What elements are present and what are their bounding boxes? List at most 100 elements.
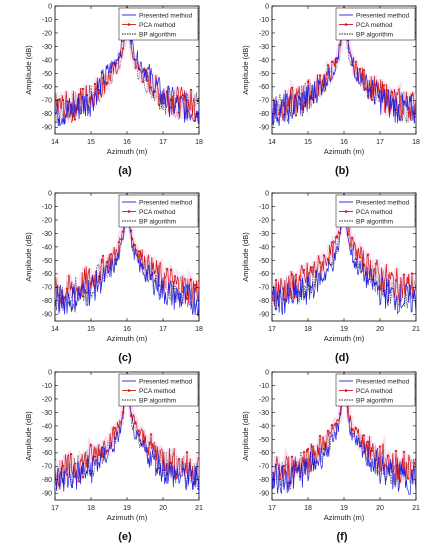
y-tick-label: -20: [42, 217, 52, 224]
legend-marker: [344, 210, 348, 213]
series-line-presented: [55, 6, 199, 127]
pca-point: [149, 433, 153, 436]
pca-point: [330, 60, 334, 64]
x-tick-label: 15: [87, 326, 95, 333]
y-tick-label: -10: [42, 383, 52, 390]
y-tick-label: -90: [42, 125, 52, 132]
x-tick-label: 21: [195, 505, 203, 512]
legend-label: BP algorithm: [356, 218, 393, 225]
pca-point: [93, 82, 97, 86]
y-tick-label: -60: [42, 271, 52, 278]
y-tick-label: -30: [42, 231, 52, 238]
pca-point: [141, 80, 145, 83]
pca-point: [181, 94, 185, 97]
legend: Presented method PCA method BP algorithm: [118, 7, 199, 41]
pca-point: [350, 236, 354, 239]
y-tick-label: -80: [259, 477, 269, 484]
subplot-f: 0 -10 -20 -30 -40 -50 -60 -70 -80 -90 17 18 19 20 21 Az…: [241, 369, 420, 543]
pca-point: [272, 296, 274, 299]
series-group: [272, 193, 416, 316]
pca-point: [185, 451, 189, 454]
x-tick-label: 16: [123, 326, 131, 333]
subplot-caption: (b): [335, 165, 349, 177]
pca-point: [105, 81, 109, 85]
x-tick-label: 21: [412, 505, 420, 512]
x-tick-label: 18: [87, 505, 95, 512]
y-tick-label: -60: [259, 450, 269, 457]
x-tick-label: 17: [159, 326, 167, 333]
pca-point: [326, 258, 330, 261]
y-tick-label: -80: [42, 298, 52, 305]
y-tick-label: -80: [42, 111, 52, 118]
y-tick-label: -20: [42, 396, 52, 403]
pca-point: [302, 268, 306, 272]
x-tick-label: 16: [340, 139, 348, 146]
pca-point: [81, 476, 85, 479]
series-line-presented: [272, 6, 416, 127]
pca-point: [366, 440, 370, 443]
y-tick-label: -70: [42, 98, 52, 105]
legend: Presented method PCA method BP algorithm: [335, 7, 416, 41]
pca-point: [370, 449, 374, 453]
pca-point: [358, 67, 362, 71]
pca-point: [394, 449, 398, 453]
pca-point: [133, 244, 137, 247]
pca-point: [77, 480, 81, 483]
x-axis-label: Azimuth (m): [107, 334, 148, 343]
legend-marker: [127, 389, 131, 392]
x-tick-label: 15: [87, 139, 95, 146]
pca-point: [390, 273, 394, 276]
y-tick-label: 0: [265, 3, 269, 10]
legend-label: PCA method: [356, 22, 393, 29]
y-tick-label: -20: [259, 396, 269, 403]
x-tick-label: 17: [268, 326, 276, 333]
pca-point: [398, 115, 402, 118]
y-axis-label: Amplitude (dB): [241, 45, 250, 95]
y-tick-label: -10: [42, 17, 52, 24]
pca-point: [149, 86, 153, 89]
pca-point: [302, 451, 306, 454]
legend-label: PCA method: [356, 388, 393, 395]
y-tick-label: -30: [42, 44, 52, 51]
x-tick-label: 20: [376, 505, 384, 512]
pca-point: [189, 278, 193, 281]
y-tick-label: -90: [259, 125, 269, 132]
subplot-caption: (f): [337, 531, 348, 543]
x-tick-label: 20: [159, 505, 167, 512]
legend-box: [335, 194, 416, 228]
subplot-caption: (e): [118, 531, 132, 543]
y-tick-label: -60: [42, 84, 52, 91]
subplot-b: 0 -10 -20 -30 -40 -50 -60 -70 -80 -90 14 15 16 17 18 Az…: [241, 3, 420, 177]
legend-label: Presented method: [139, 12, 193, 19]
pca-point: [73, 462, 77, 465]
y-tick-label: -50: [42, 437, 52, 444]
pca-point: [193, 283, 197, 286]
pca-point: [334, 422, 338, 425]
legend-marker: [344, 23, 348, 26]
pca-point: [294, 273, 298, 276]
pca-point: [274, 279, 278, 282]
legend-label: BP algorithm: [139, 218, 176, 225]
series-line-presented: [55, 372, 199, 496]
pca-point: [378, 445, 382, 448]
y-tick-label: -50: [42, 71, 52, 78]
pca-point: [61, 464, 65, 467]
pca-point: [390, 91, 394, 94]
pca-point: [318, 434, 322, 438]
subplot-caption: (c): [118, 352, 132, 364]
x-tick-label: 16: [123, 139, 131, 146]
pca-point: [414, 285, 416, 288]
y-tick-label: 0: [265, 190, 269, 197]
pca-point: [101, 254, 105, 257]
y-tick-label: -10: [259, 204, 269, 211]
y-tick-label: -20: [259, 30, 269, 37]
subplot-d: 0 -10 -20 -30 -40 -50 -60 -70 -80 -90 17 18 19 20 21 Az…: [241, 190, 420, 364]
y-tick-label: -50: [259, 437, 269, 444]
pca-point: [73, 118, 77, 121]
pca-point: [306, 448, 310, 451]
y-tick-label: -50: [259, 71, 269, 78]
x-tick-label: 20: [376, 326, 384, 333]
y-tick-label: -60: [42, 450, 52, 457]
x-tick-label: 19: [340, 505, 348, 512]
pca-point: [310, 445, 314, 448]
